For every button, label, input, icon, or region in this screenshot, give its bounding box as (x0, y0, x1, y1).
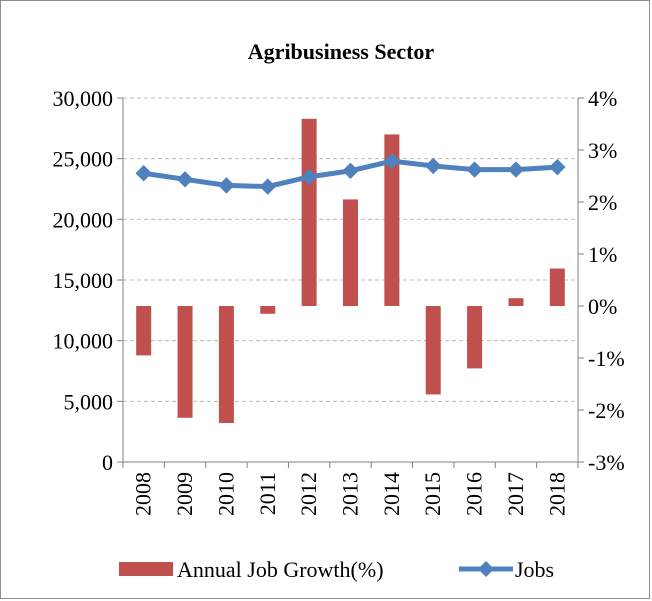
jobs-point (425, 157, 442, 175)
right-axis-tick-label: 3% (588, 138, 617, 163)
right-axis-tick-label: 2% (588, 190, 617, 215)
right-axis-tick-label: -2% (588, 398, 625, 423)
growth-bar (508, 298, 524, 306)
growth-bar (425, 306, 441, 395)
jobs-point (466, 161, 483, 178)
growth-bar (467, 306, 483, 369)
jobs-point (507, 161, 525, 178)
right-axis-tick-label: -3% (588, 450, 625, 475)
x-axis-tick-label: 2011 (255, 472, 280, 515)
legend-marker-jobs (478, 561, 494, 577)
x-axis-tick-label: 2010 (213, 472, 238, 516)
x-axis-tick-label: 2016 (462, 472, 487, 516)
growth-bar (260, 306, 276, 314)
growth-bar (177, 306, 193, 418)
legend-label-growth: Annual Job Growth(%) (177, 557, 384, 582)
x-axis-tick-label: 2012 (296, 472, 321, 516)
growth-bar (136, 306, 152, 356)
chart-title: Agribusiness Sector (248, 39, 435, 64)
growth-bar (218, 306, 234, 423)
x-axis-tick-label: 2014 (379, 472, 404, 516)
growth-bar (549, 268, 565, 306)
line-layer (135, 152, 566, 195)
x-axis-tick-label: 2017 (503, 472, 528, 516)
left-axis-tick-label: 10,000 (53, 329, 114, 354)
x-axis-tick-label: 2015 (420, 472, 445, 516)
x-axis-tick-label: 2009 (172, 472, 197, 516)
jobs-point (383, 152, 401, 170)
jobs-point (300, 168, 318, 186)
axis-layer: 0 5,000 10,000 15,000 20,000 25,000 30,000 -3% -… (53, 86, 625, 516)
right-axis-tick-label: -1% (588, 346, 625, 371)
left-axis-tick-label: 20,000 (53, 207, 114, 232)
jobs-point (218, 177, 235, 194)
growth-bar (343, 199, 358, 306)
left-axis-tick-label: 30,000 (53, 86, 114, 111)
jobs-point (342, 162, 359, 180)
x-axis-tick-label: 2013 (338, 472, 363, 516)
left-axis-tick-label: 0 (102, 450, 113, 475)
left-axis-tick-label: 25,000 (53, 147, 114, 172)
legend: Annual Job Growth(%) Jobs (119, 557, 554, 582)
jobs-point (549, 158, 566, 176)
jobs-point (135, 165, 152, 182)
legend-label-jobs: Jobs (515, 557, 554, 582)
growth-bar (301, 118, 317, 306)
bar-layer (136, 118, 565, 423)
jobs-point (176, 171, 194, 188)
growth-bar (384, 134, 400, 306)
right-axis-tick-label: 4% (588, 86, 617, 111)
legend-swatch-growth (119, 562, 173, 576)
x-axis-tick-label: 2018 (544, 472, 569, 516)
right-axis-tick-label: 0% (588, 294, 617, 319)
x-axis-tick-label: 2008 (131, 472, 156, 516)
right-axis-tick-label: 1% (588, 242, 617, 267)
left-axis-tick-label: 15,000 (53, 268, 114, 293)
jobs-point (259, 178, 276, 195)
left-axis-tick-label: 5,000 (64, 389, 114, 414)
